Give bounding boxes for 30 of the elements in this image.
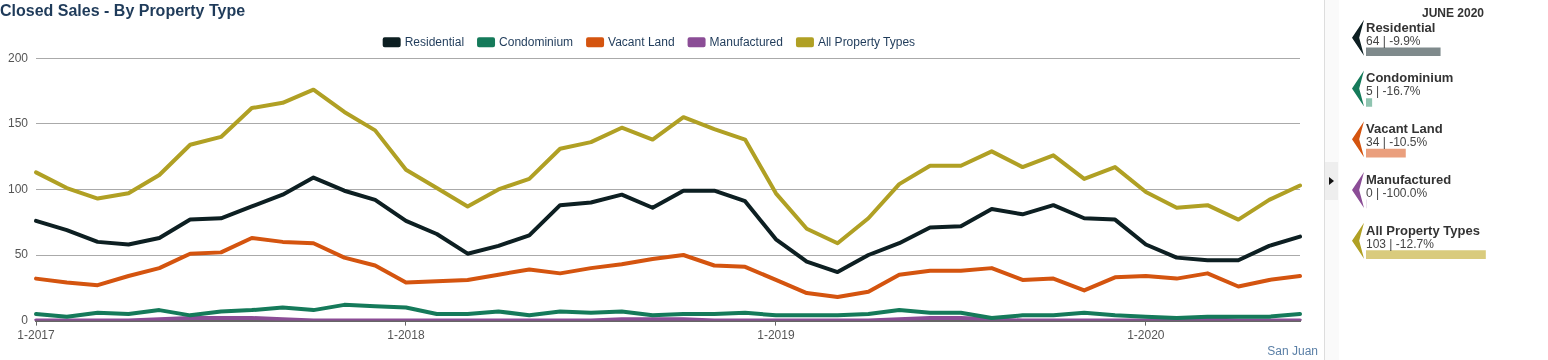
chart-title: Closed Sales - By Property Type [0, 2, 246, 20]
legend-label: Condominium [499, 34, 574, 49]
y-tick-label: 100 [7, 181, 29, 196]
y-tick-label: 200 [7, 50, 29, 65]
bar [1366, 148, 1406, 158]
x-tick-label: 1-2019 [757, 328, 795, 343]
bar [1366, 47, 1441, 57]
x-tick-label: 1-2017 [17, 328, 56, 343]
legend-label: All Property Types [817, 34, 916, 49]
data-label: 34 | -10.5% [1366, 135, 1428, 150]
legend-label: Residential [404, 34, 465, 49]
chart-title: JUNE 2020 [1421, 5, 1485, 20]
y-tick-label: 150 [7, 116, 29, 131]
bar [1366, 250, 1486, 259]
bar [1366, 98, 1373, 107]
y-tick-label: 0 [21, 312, 29, 327]
y-tick-label: 50 [14, 247, 29, 262]
x-tick-label: 1-2018 [387, 328, 425, 343]
data-label: 64 | -9.9% [1366, 33, 1421, 48]
category-label: All Property Types [1366, 222, 1480, 238]
category-label: Vacant Land [1366, 121, 1443, 137]
legend-label: Vacant Land [608, 34, 675, 49]
category-label: Condominium [1366, 70, 1454, 86]
category-label: Manufactured [1366, 171, 1452, 187]
legend-label: Manufactured [709, 34, 783, 49]
x-tick-label: 1-2020 [1127, 328, 1165, 343]
data-label: 5 | -16.7% [1366, 84, 1421, 99]
text: San Juan [1267, 344, 1318, 359]
category-label: Residential [1366, 19, 1436, 35]
data-label: 0 | -100.0% [1366, 185, 1428, 200]
